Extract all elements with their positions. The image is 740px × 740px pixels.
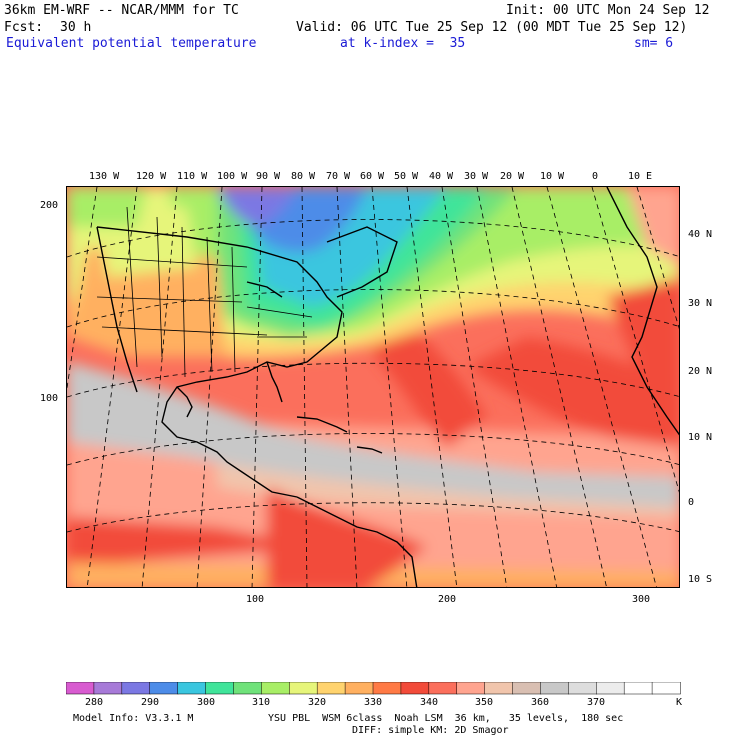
graticule: [67, 187, 679, 587]
forecast-label: Fcst:: [4, 20, 44, 35]
legend-swatch: [484, 681, 514, 695]
grid-x-label: 300: [632, 594, 651, 605]
model-title: 36km EM-WRF -- NCAR/MMM for TC: [4, 3, 239, 18]
field-name: Equivalent potential temperature: [6, 36, 257, 51]
lon-label: 20 W: [500, 171, 525, 182]
grid-x-label: 200: [438, 594, 457, 605]
lon-label: 100 W: [217, 171, 248, 182]
legend-swatch: [372, 681, 402, 695]
forecast-hour: 30 h: [60, 20, 92, 35]
theta-e-map: [66, 186, 680, 588]
map-svg: [67, 187, 679, 587]
model-info: Model Info: V3.3.1 M: [73, 713, 194, 724]
legend-swatch: [121, 681, 151, 695]
legend-swatch: [233, 681, 263, 695]
lon-label: 30 W: [464, 171, 489, 182]
lat-label: 0: [688, 497, 695, 508]
lon-label: 10 E: [628, 171, 653, 182]
legend-tick: 280: [85, 697, 104, 708]
legend-tick: 330: [364, 697, 383, 708]
legend-swatch: [512, 681, 542, 695]
legend-swatch: [400, 681, 430, 695]
legend-swatch: [149, 681, 179, 695]
lon-label: 80 W: [291, 171, 316, 182]
legend-swatch: [456, 681, 486, 695]
lon-label: 50 W: [394, 171, 419, 182]
lon-label: 0: [592, 171, 599, 182]
legend-swatch: [568, 681, 598, 695]
legend-swatch: [651, 681, 681, 695]
physics-info: YSU PBL WSM 6class Noah LSM 36 km, 35 le…: [268, 713, 624, 724]
coastlines: [96, 187, 679, 587]
lon-label: 60 W: [360, 171, 385, 182]
borders: [96, 206, 313, 378]
lon-label: 40 W: [429, 171, 454, 182]
lat-label: 40 N: [688, 229, 713, 240]
k-index: at k-index = 35: [340, 36, 466, 51]
legend-swatch: [289, 681, 318, 695]
legend-swatch: [205, 681, 235, 695]
legend-swatch: [261, 681, 291, 695]
lat-label: 10 N: [688, 432, 713, 443]
lon-label: 120 W: [136, 171, 167, 182]
lat-label: 10 S: [688, 574, 713, 585]
lon-label: 110 W: [177, 171, 208, 182]
grid-y-label: 100: [40, 393, 59, 404]
legend-tick: 310: [252, 697, 271, 708]
lon-label: 130 W: [89, 171, 120, 182]
legend-tick: 340: [420, 697, 439, 708]
legend-swatch: [344, 681, 374, 695]
lon-label: 90 W: [256, 171, 281, 182]
legend-swatch: [177, 681, 207, 695]
legend-tick: 360: [531, 697, 550, 708]
legend-swatch: [623, 681, 653, 695]
legend-tick: 290: [141, 697, 160, 708]
grid-x-label: 100: [246, 594, 265, 605]
valid-time: Valid: 06 UTC Tue 25 Sep 12 (00 MDT Tue …: [296, 20, 688, 35]
legend-tick: 300: [197, 697, 216, 708]
legend-tick: 370: [587, 697, 606, 708]
legend-swatch: [596, 681, 625, 695]
legend-swatch: [316, 681, 346, 695]
grid-y-label: 200: [40, 200, 59, 211]
smoothing-value: sm= 6: [634, 36, 674, 51]
legend-unit: K: [676, 697, 683, 708]
field-contours: [67, 187, 679, 587]
legend-swatch: [65, 681, 95, 695]
legend-tick: 320: [308, 697, 327, 708]
diffusion-info: DIFF: simple KM: 2D Smagor: [352, 725, 509, 736]
legend-tick: 350: [475, 697, 494, 708]
legend-swatch: [540, 681, 570, 695]
lon-label: 10 W: [540, 171, 565, 182]
legend-bar: [65, 681, 681, 695]
lat-label: 20 N: [688, 366, 713, 377]
lon-label: 70 W: [326, 171, 351, 182]
legend-swatch: [428, 681, 458, 695]
lat-label: 30 N: [688, 298, 713, 309]
legend-swatch: [93, 681, 123, 695]
init-time: Init: 00 UTC Mon 24 Sep 12: [506, 3, 710, 18]
color-legend: [65, 681, 686, 700]
